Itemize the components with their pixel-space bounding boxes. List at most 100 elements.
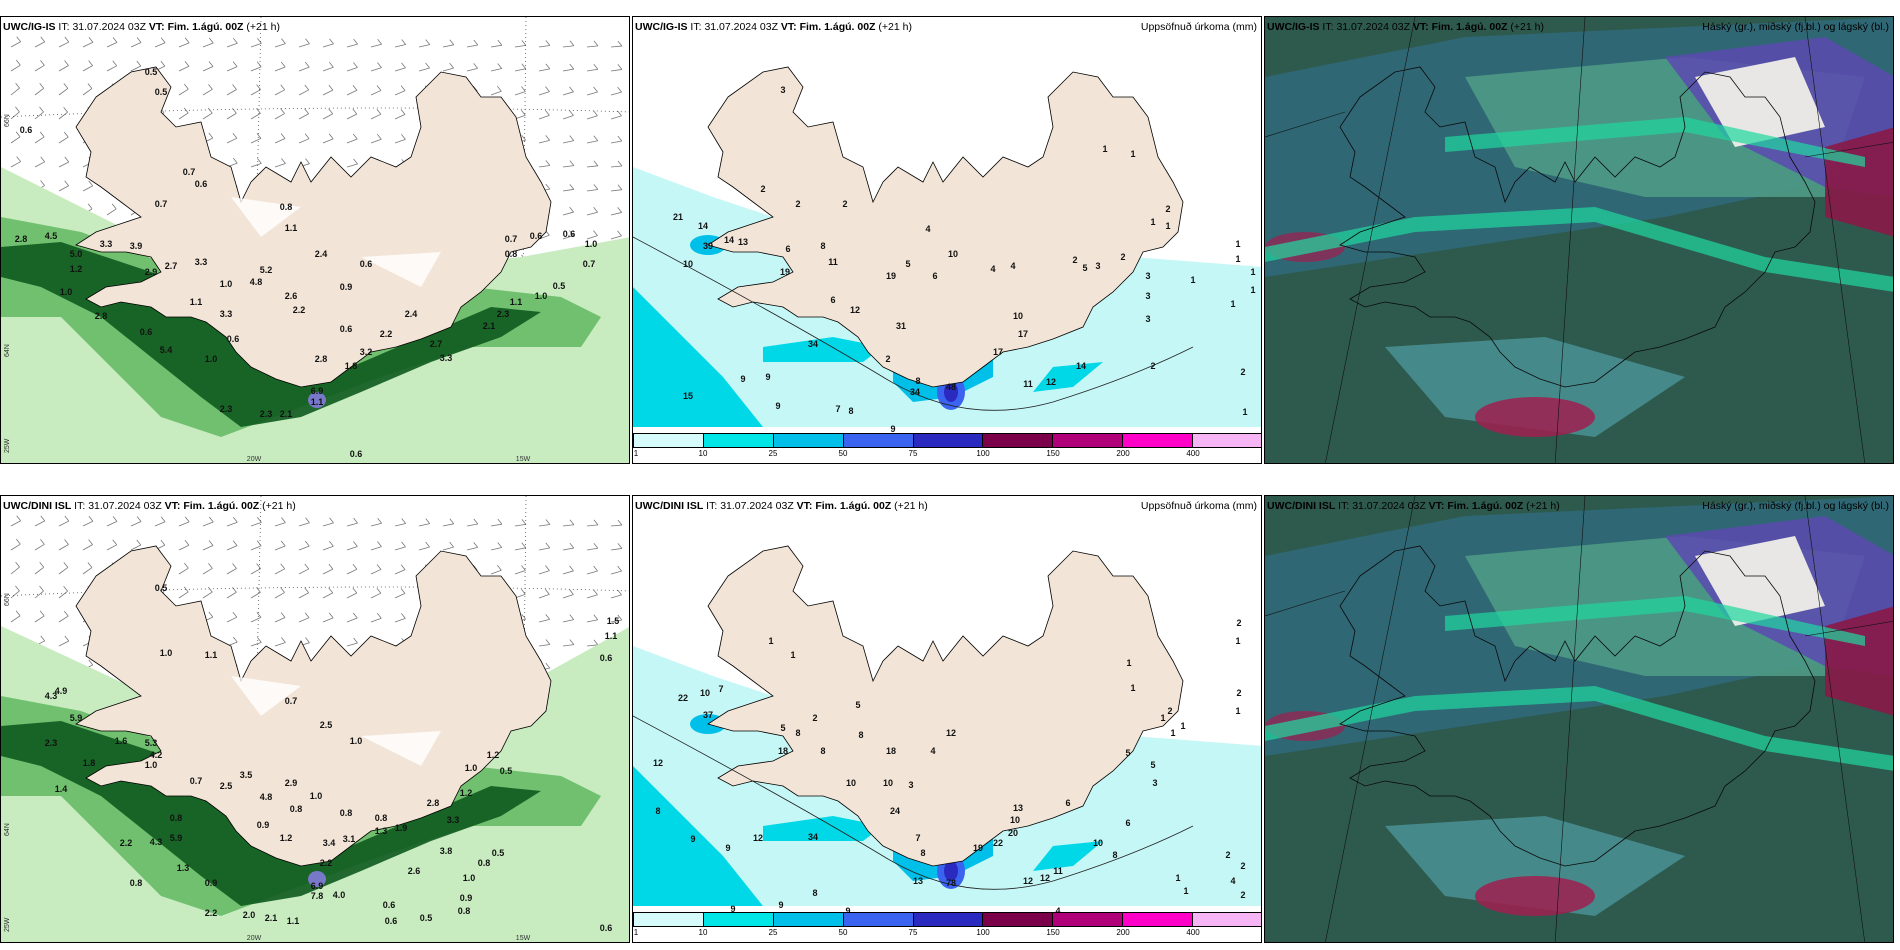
- iceland-coastline: [1339, 545, 1816, 867]
- legend-tick: 10: [698, 928, 708, 937]
- it-label: IT:: [74, 500, 86, 512]
- value-label: 8: [655, 806, 660, 816]
- it-label: IT:: [706, 500, 718, 512]
- accum-precip-panel-bottom: 1 1 22 10 7 37 12 5 8 2 5 18 8 18 4 12 8 10 10 3 24 8 9 9 12 34 7 8…: [632, 495, 1262, 943]
- value-label: 0.5: [155, 583, 168, 593]
- wind-precip-panel-bottom: 0.5 1.0 1.1 0.7 4.3 4.9 5.9 2.3 1.6 5.3 4.2 1.0 1.8 1…: [0, 495, 630, 943]
- init-time: 31.07.2024 03Z: [1336, 21, 1410, 33]
- field-title: Háský (gr.), miðský (fj.bl.) og lágský (…: [1702, 500, 1889, 512]
- value-label: 1.5: [607, 616, 620, 626]
- value-label: 1: [1242, 407, 1247, 417]
- value-label: 17: [1018, 329, 1028, 339]
- value-label: 2: [1225, 850, 1230, 860]
- value-label: 2.8: [427, 798, 440, 808]
- value-label: 1.0: [350, 736, 363, 746]
- value-label: 8: [812, 888, 817, 898]
- lead-time: (+21 h): [1526, 500, 1560, 512]
- value-label: 0.7: [583, 259, 596, 269]
- value-label: 5: [855, 700, 860, 710]
- legend-tick: 75: [908, 449, 918, 458]
- value-label: 48: [946, 382, 956, 392]
- value-label: 6: [932, 271, 937, 281]
- value-label: 2.3: [260, 409, 273, 419]
- value-label: 0.9: [257, 820, 270, 830]
- value-label: 22: [678, 693, 688, 703]
- value-label: 1: [1180, 721, 1185, 731]
- value-label: 19: [886, 271, 896, 281]
- value-label: 0.9: [340, 282, 353, 292]
- value-label: 8: [920, 848, 925, 858]
- legend-tick: 1: [633, 928, 639, 937]
- value-label: 2.6: [285, 291, 298, 301]
- value-label: 0.6: [20, 125, 33, 135]
- value-label: 0.6: [227, 334, 240, 344]
- value-label: 13: [738, 237, 748, 247]
- value-label: 5: [1125, 748, 1130, 758]
- axis-tick: 20W: [247, 456, 262, 463]
- value-label: 18: [778, 746, 788, 756]
- axis-tick: 25W: [4, 917, 11, 932]
- legend-swatch: [843, 913, 914, 926]
- value-label: 2.3: [497, 309, 510, 319]
- value-label: 9: [740, 374, 745, 384]
- value-label: 0.5: [492, 848, 505, 858]
- model-label: UWC/IG-IS: [1267, 21, 1320, 33]
- value-label: 2: [1236, 618, 1241, 628]
- value-label: 2: [1165, 204, 1170, 214]
- value-label: 1: [1235, 239, 1240, 249]
- legend-tick: 75: [908, 928, 918, 937]
- value-label: 1.0: [160, 648, 173, 658]
- value-label: 8: [820, 746, 825, 756]
- value-label: 2: [1120, 252, 1125, 262]
- valid-time: Fim. 1.ágú. 00Z: [1431, 21, 1508, 33]
- axis-tick: 66N: [4, 114, 11, 127]
- valid-time: Fim. 1.ágú. 00Z: [167, 21, 244, 33]
- value-label: 2.2: [120, 838, 133, 848]
- value-label: 1.1: [311, 397, 324, 407]
- precip-color-legend: 1 10 25 50 75 100 150 200 400: [633, 433, 1261, 463]
- legend-swatch: [703, 913, 774, 926]
- value-label: 8: [795, 728, 800, 738]
- value-label: 3: [908, 780, 913, 790]
- axis-tick: 15W: [516, 935, 531, 942]
- value-label: 2: [1236, 688, 1241, 698]
- value-label: 9: [890, 424, 895, 434]
- value-label: 0.6: [563, 229, 576, 239]
- value-label: 0.7: [183, 167, 196, 177]
- value-label: 0.5: [500, 766, 513, 776]
- value-label: 3: [1145, 291, 1150, 301]
- panel-header: UWC/DINI ISL IT: 31.07.2024 03Z VT: Fim.…: [635, 500, 1257, 512]
- value-label: 4.8: [260, 792, 273, 802]
- value-label: 11: [1023, 379, 1033, 389]
- value-label: 8: [848, 406, 853, 416]
- model-label: UWC/DINI ISL: [635, 500, 704, 512]
- value-label: 1: [1230, 299, 1235, 309]
- legend-swatch: [983, 913, 1054, 926]
- value-label: 2: [760, 184, 765, 194]
- wind-precip-panel-top: 0.6 0.5 0.5 0.7 0.6 0.7 0.8 2.8 4.5 5.0 3.3 3.9 1.2 1…: [0, 16, 630, 464]
- field-title: Uppsöfnuð úrkoma (mm): [1140, 21, 1257, 33]
- vt-label: VT:: [148, 21, 165, 33]
- vt-label: VT:: [780, 21, 797, 33]
- value-label: 7: [718, 684, 723, 694]
- valid-time: Fim. 1.ágú. 00Z: [183, 500, 260, 512]
- value-label: 3.3: [220, 309, 233, 319]
- value-label: 1: [1250, 267, 1255, 277]
- legend-swatch: [703, 434, 774, 447]
- value-label: 1.2: [487, 750, 500, 760]
- value-label: 1: [1160, 713, 1165, 723]
- axis-tick: 64N: [4, 344, 11, 357]
- init-time: 31.07.2024 03Z: [72, 21, 146, 33]
- value-label: 14: [1076, 361, 1086, 371]
- value-label: 1.8: [83, 758, 96, 768]
- value-label: 13: [1013, 803, 1023, 813]
- value-label: 10: [700, 688, 710, 698]
- value-label: 1.2: [460, 788, 473, 798]
- value-label: 10: [1013, 311, 1023, 321]
- it-label: IT:: [690, 21, 702, 33]
- it-label: IT:: [1322, 21, 1334, 33]
- legend-tick: 400: [1186, 928, 1200, 937]
- field-title: Háský (gr.), miðský (fj.bl.) og lágský (…: [1702, 21, 1889, 33]
- value-label: 0.5: [145, 67, 158, 77]
- wind-precip-map: 0.51.0 1.10.74.34.95.92.3 1.6 5.34.21.01.81…: [1, 496, 629, 942]
